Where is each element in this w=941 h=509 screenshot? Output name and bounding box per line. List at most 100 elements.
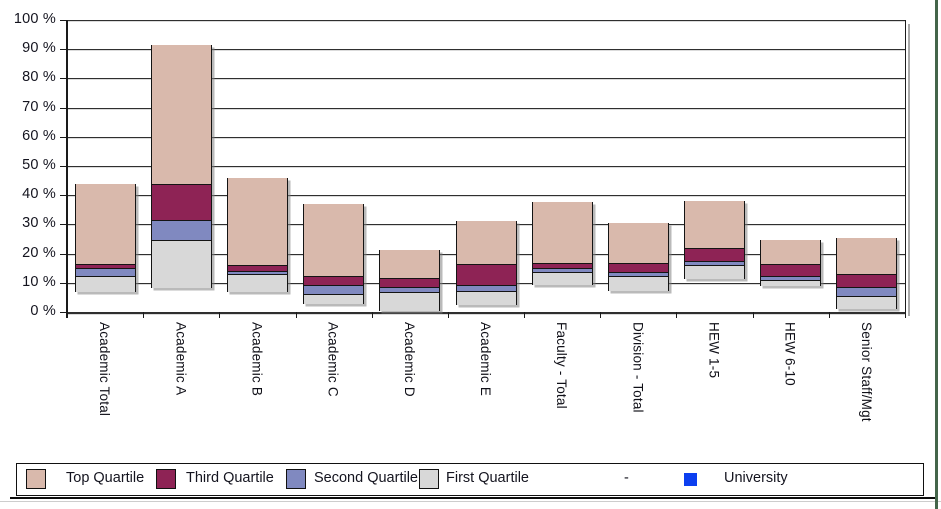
- legend-label: University: [724, 470, 788, 486]
- plot-right-border: [905, 20, 906, 312]
- y-axis-tick: [60, 166, 67, 167]
- x-axis-label: Academic B: [249, 322, 265, 397]
- x-axis-tick: [447, 312, 449, 318]
- y-axis-tick: [60, 78, 67, 80]
- segment-first-quartile: [761, 279, 821, 287]
- segment-top-quartile: [761, 240, 821, 265]
- y-axis-label: 0 %: [30, 303, 56, 319]
- segment-first-quartile: [304, 293, 364, 304]
- x-axis-label: Faculty - Total: [554, 322, 570, 409]
- gridline-0: [67, 312, 905, 314]
- y-axis-tick: [60, 253, 67, 255]
- quartile-bar: [455, 220, 517, 305]
- segment-third-quartile: [837, 274, 897, 288]
- x-axis-tick: [600, 312, 602, 318]
- quartile-bar: [836, 238, 898, 310]
- x-axis-label: Academic Total: [97, 322, 113, 417]
- y-axis-tick: [60, 20, 67, 21]
- quartile-bar: [760, 240, 822, 287]
- y-axis-label: 20 %: [22, 244, 56, 261]
- y-axis-label: 10 %: [22, 273, 56, 290]
- y-axis-tick: [60, 282, 67, 284]
- segment-second-quartile: [761, 275, 821, 280]
- quartile-bar: [303, 203, 365, 304]
- segment-second-quartile: [380, 287, 440, 292]
- quartile-bar: [150, 44, 212, 288]
- gridline-100: [67, 20, 905, 21]
- segment-first-quartile: [151, 239, 211, 288]
- legend-swatch-top-quartile: [26, 469, 46, 489]
- segment-third-quartile: [75, 263, 135, 269]
- page-bottom-hairline: [0, 500, 941, 502]
- y-axis-tick: [60, 224, 67, 226]
- y-axis-tick: [60, 136, 67, 138]
- gridline-90: [67, 49, 905, 51]
- x-axis-label: Academic D: [401, 322, 417, 397]
- x-axis-tick: [828, 312, 830, 318]
- segment-third-quartile: [532, 263, 592, 268]
- x-axis-tick: [67, 312, 68, 318]
- y-axis-tick: [60, 312, 67, 313]
- segment-top-quartile: [227, 178, 287, 266]
- segment-top-quartile: [685, 201, 745, 249]
- legend-label: Top Quartile: [66, 470, 145, 486]
- page-bottom-rule: [10, 497, 938, 500]
- legend-dash: -: [624, 470, 629, 486]
- segment-top-quartile: [151, 44, 211, 185]
- gridline-60: [67, 136, 905, 138]
- x-axis-label: Senior Staff/Mgt: [858, 322, 874, 422]
- x-axis-tick: [371, 312, 373, 318]
- page-right-border: [935, 0, 938, 509]
- x-axis-label: HEW 1-5: [706, 322, 722, 379]
- segment-second-quartile: [608, 271, 668, 277]
- segment-third-quartile: [608, 263, 668, 272]
- quartile-bar: [74, 183, 136, 292]
- quartile-bar: [531, 201, 593, 286]
- y-axis-label: 70 %: [22, 98, 56, 115]
- x-axis-tick: [219, 312, 221, 318]
- x-axis-label: Academic E: [478, 322, 493, 397]
- segment-third-quartile: [380, 277, 440, 288]
- segment-first-quartile: [685, 264, 745, 279]
- segment-third-quartile: [761, 264, 821, 276]
- segment-first-quartile: [227, 274, 287, 292]
- x-axis-tick: [143, 312, 145, 318]
- segment-third-quartile: [304, 276, 364, 286]
- x-axis-label: Division - Total: [630, 322, 646, 413]
- segment-third-quartile: [227, 265, 287, 272]
- y-axis-line: [66, 20, 68, 318]
- x-axis-label: Academic A: [173, 322, 189, 396]
- x-axis-tick: [524, 312, 526, 318]
- legend-swatch-third-quartile: [156, 469, 176, 489]
- segment-first-quartile: [837, 296, 897, 310]
- segment-top-quartile: [380, 250, 440, 278]
- segment-first-quartile: [380, 291, 440, 312]
- segment-third-quartile: [151, 184, 211, 220]
- segment-second-quartile: [227, 271, 287, 275]
- y-axis-tick: [60, 195, 67, 197]
- y-axis-tick: [60, 107, 67, 109]
- y-axis-label: 40 %: [22, 186, 56, 203]
- y-axis-label: 50 %: [22, 157, 56, 173]
- legend-label: Third Quartile: [186, 470, 274, 486]
- segment-second-quartile: [837, 287, 897, 297]
- x-axis-label: HEW 6-10: [782, 322, 798, 386]
- gridline-50: [67, 166, 905, 167]
- y-axis-label: 30 %: [22, 215, 56, 232]
- quartile-bar: [684, 201, 746, 279]
- segment-top-quartile: [532, 201, 592, 264]
- gridline-40: [67, 195, 905, 197]
- segment-first-quartile: [608, 276, 668, 291]
- segment-top-quartile: [304, 203, 364, 277]
- y-axis-label: 60 %: [22, 127, 56, 144]
- segment-top-quartile: [837, 238, 897, 275]
- segment-first-quartile: [532, 271, 592, 286]
- y-axis-label: 90 %: [22, 40, 56, 57]
- segment-second-quartile: [304, 285, 364, 294]
- gridline-70: [67, 107, 905, 109]
- x-axis-tick: [676, 312, 678, 318]
- legend-swatch-first-quartile: [419, 469, 439, 489]
- y-axis-tick: [60, 49, 67, 51]
- y-axis-label: 80 %: [22, 69, 56, 86]
